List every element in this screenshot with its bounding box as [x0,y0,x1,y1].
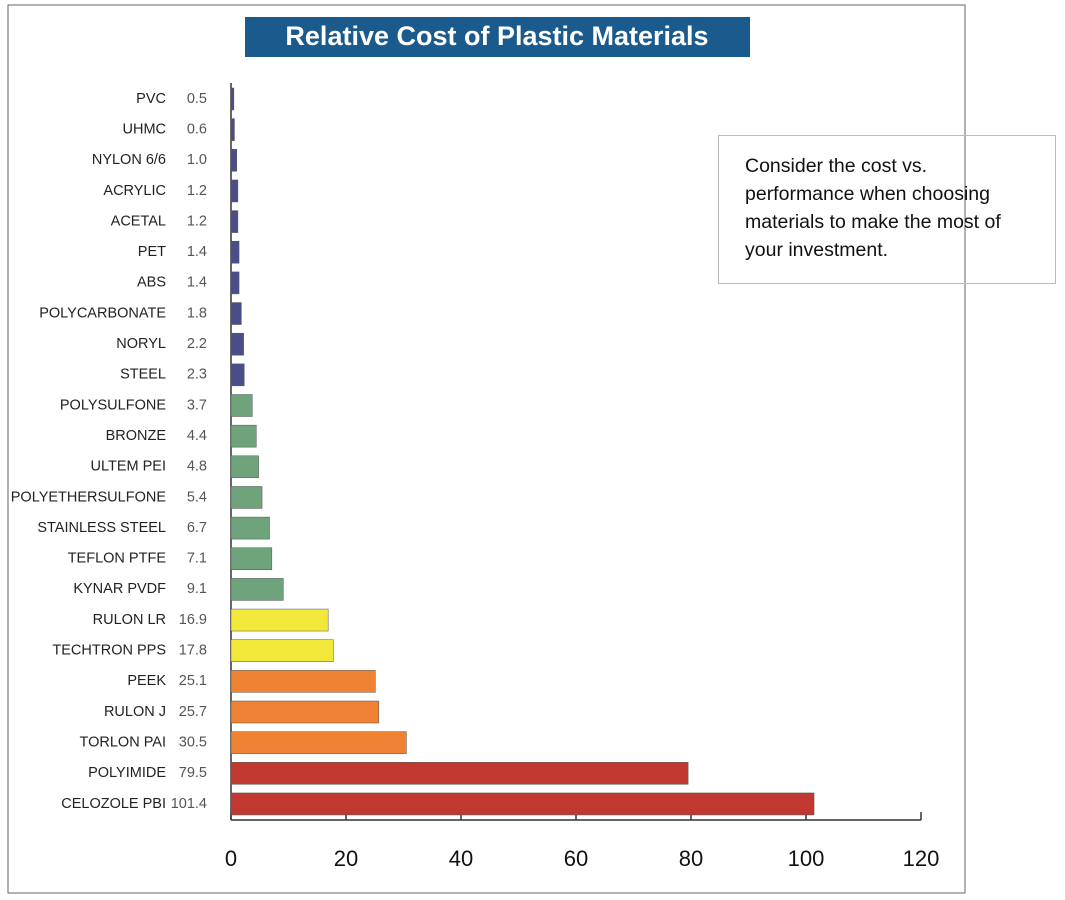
note-box: Consider the cost vs. performance when c… [718,135,1056,284]
bar [230,455,259,479]
value-label: 4.4 [187,428,207,444]
category-label: POLYCARBONATE [39,305,166,321]
value-label: 79.5 [179,765,207,781]
bar [230,578,284,601]
bar [230,363,245,387]
x-tick-label: 40 [449,846,473,871]
x-tick-label: 20 [334,846,358,871]
bar [230,210,239,233]
value-label: 3.7 [187,397,207,413]
value-label: 16.9 [179,612,207,628]
x-tick-label: 120 [903,846,940,871]
category-label: UHMC [123,121,167,137]
value-label: 2.3 [187,367,207,383]
value-label: 1.4 [187,275,207,291]
bar [230,241,240,264]
category-label: ABS [137,275,166,291]
bar [230,302,242,325]
category-label: STAINLESS STEEL [37,520,166,536]
category-label: NORYL [116,336,166,352]
value-label: 1.0 [187,152,207,168]
value-label: 17.8 [179,643,207,659]
category-label: BRONZE [106,428,167,444]
bar [230,608,329,632]
value-label: 30.5 [179,734,207,750]
category-label: POLYIMIDE [88,765,166,781]
category-label: TEFLON PTFE [68,551,167,567]
category-label: PVC [136,91,166,107]
frame [7,4,966,894]
bar [230,700,380,724]
category-label: RULON LR [93,612,166,628]
category-label: KYNAR PVDF [73,581,166,597]
category-label: TORLON PAI [80,734,166,750]
category-label: ULTEM PEI [91,459,166,475]
value-label: 5.4 [187,489,207,505]
value-label: 101.4 [171,796,207,812]
bar [230,792,815,816]
bar [230,762,689,785]
value-label: 9.1 [187,581,207,597]
bar [230,118,235,141]
bar [230,332,244,356]
category-label: STEEL [120,367,166,383]
title-box [245,17,750,57]
value-label: 0.6 [187,121,207,137]
x-tick-label: 100 [788,846,825,871]
category-label: ACRYLIC [103,183,166,199]
bar [230,670,376,693]
value-label: 1.2 [187,213,207,229]
category-label: PEEK [127,673,166,689]
bar [230,149,237,172]
chart-title: Relative Cost of Plastic Materials [285,21,708,51]
x-tick-label: 80 [679,846,703,871]
value-label: 25.7 [179,704,207,720]
value-label: 25.1 [179,673,207,689]
value-label: 1.2 [187,183,207,199]
bar [230,547,273,570]
bar [230,179,239,203]
x-tick-label: 60 [564,846,588,871]
category-label: PET [138,244,166,260]
category-label: CELOZOLE PBI [61,796,166,812]
category-label: TECHTRON PPS [52,643,166,659]
category-label: RULON J [104,704,166,720]
category-label: POLYETHERSULFONE [11,489,167,505]
value-label: 0.5 [187,91,207,107]
bar [230,271,240,295]
x-tick-label: 0 [225,846,237,871]
bar [230,639,334,662]
value-label: 1.8 [187,305,207,321]
bar [230,394,253,417]
bar [230,87,235,111]
category-label: ACETAL [111,213,166,229]
bar [230,731,407,754]
bar [230,486,263,509]
value-label: 4.8 [187,459,207,475]
value-label: 1.4 [187,244,207,260]
category-label: NYLON 6/6 [92,152,166,168]
value-label: 2.2 [187,336,207,352]
value-label: 7.1 [187,551,207,567]
bar [230,516,270,540]
value-label: 6.7 [187,520,207,536]
bar [230,424,257,448]
category-label: POLYSULFONE [60,397,166,413]
